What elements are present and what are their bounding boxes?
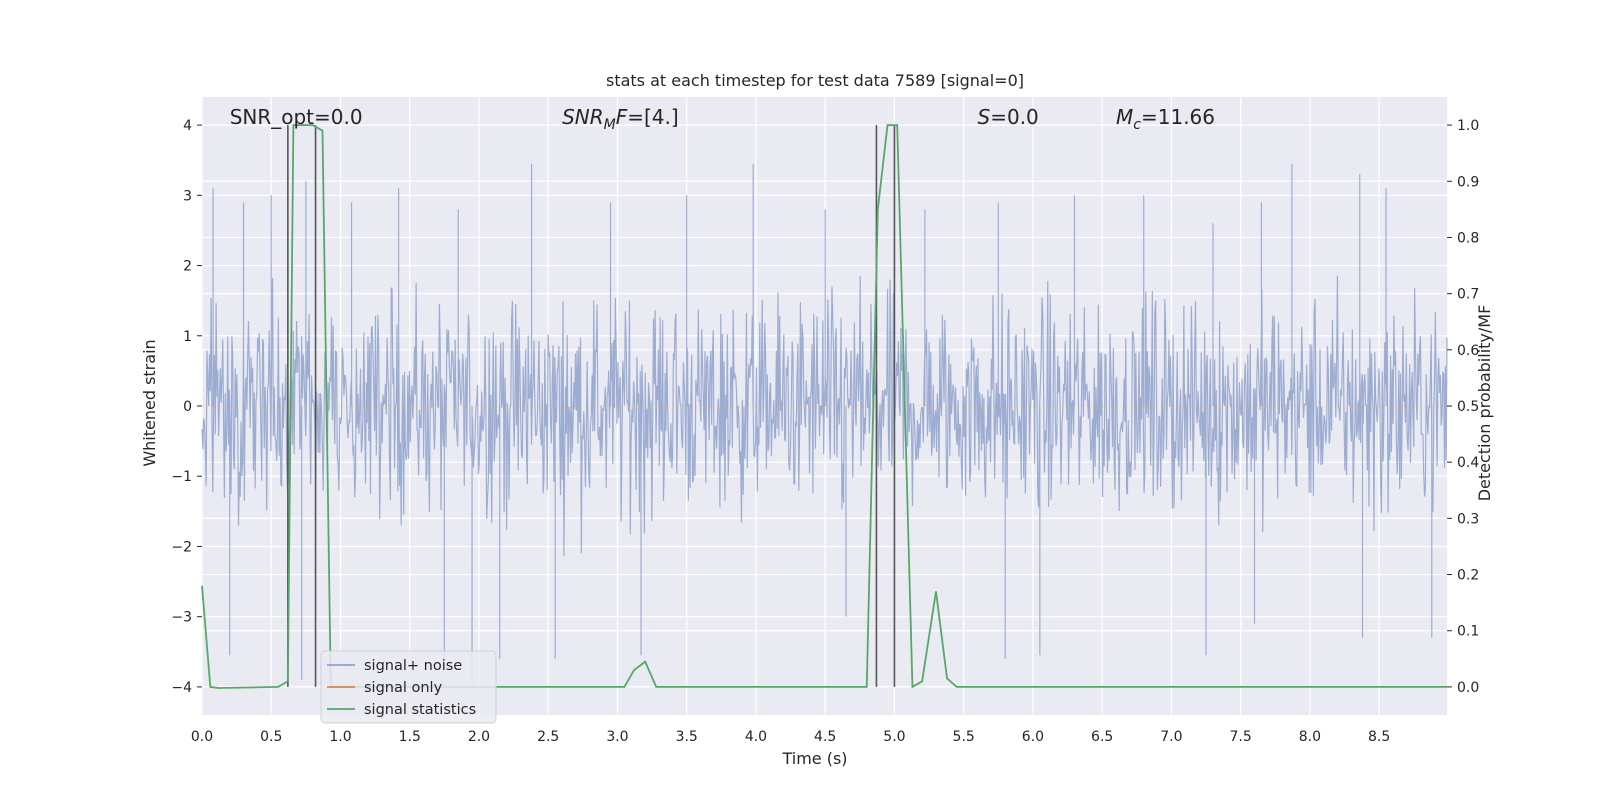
x-tick-label: 3.0 (606, 729, 628, 745)
y2-tick-label: 0.3 (1457, 511, 1479, 527)
series-line-signal-noise (201, 163, 1448, 687)
y2-tick-label: 0.6 (1457, 343, 1479, 359)
annotation-text: Mc=11.66 (1116, 105, 1215, 133)
x-tick-label: 0.0 (191, 729, 213, 745)
x-tick-label: 8.5 (1368, 729, 1390, 745)
x-tick-label: 0.5 (260, 729, 282, 745)
annotation-text: S=0.0 (978, 105, 1039, 129)
x-tick-label: 5.0 (883, 729, 905, 745)
x-tick-label: 6.0 (1022, 729, 1044, 745)
x-tick-label: 2.0 (468, 729, 490, 745)
x-tick-label: 6.5 (1091, 729, 1113, 745)
legend-box (320, 650, 497, 724)
x-tick-label: 1.0 (329, 729, 351, 745)
x-tick-label: 7.0 (1160, 729, 1182, 745)
x-tick-label: 7.5 (1230, 729, 1252, 745)
x-tick-label: 2.5 (537, 729, 559, 745)
plot-area: 0.0 0.5 1.0 1.5 2.0 2.5 3.0 3.5 4.0 4.5 5.0 5.5 6.0 6… (171, 97, 1479, 745)
y2-tick-label: 0.9 (1457, 174, 1479, 190)
y2-tick-label: 0.7 (1457, 287, 1479, 303)
annotation-text: SNRMF=[4.] (562, 105, 679, 133)
y2-axis-label: Detection probability/MF (1475, 305, 1494, 502)
legend-label: signal only (364, 680, 443, 696)
y2-tick-label: 0.5 (1457, 399, 1479, 415)
annotation-text: SNR_opt=0.0 (230, 105, 363, 129)
y2-tick-label: 0.2 (1457, 568, 1479, 584)
x-tick-label: 4.0 (745, 729, 767, 745)
y2-tick-label: 0.0 (1457, 680, 1479, 696)
x-tick-label: 1.5 (399, 729, 421, 745)
y-tick-label: −1 (171, 469, 192, 485)
y2-tick-label: 0.4 (1457, 455, 1479, 471)
y-tick-label: 3 (183, 188, 192, 204)
x-axis-label: Time (s) (781, 749, 847, 768)
x-tick-label: 4.5 (814, 729, 836, 745)
legend-label: signal statistics (364, 702, 476, 718)
series-line-signal-statistics (201, 124, 1447, 689)
y-axis-label: Whitened strain (140, 339, 159, 466)
chart-title: stats at each timestep for test data 758… (606, 71, 1024, 90)
legend-label: signal+ noise (364, 658, 462, 674)
y-tick-label: 0 (183, 399, 192, 415)
y2-tick-label: 0.1 (1457, 624, 1479, 640)
y-tick-label: −3 (171, 610, 192, 626)
y-tick-label: 2 (183, 259, 192, 275)
y-tick-label: −2 (171, 539, 192, 555)
x-tick-label: 5.5 (953, 729, 975, 745)
y-tick-label: 1 (183, 329, 192, 345)
y2-tick-label: 0.8 (1457, 230, 1479, 246)
y2-tick-label: 1.0 (1457, 118, 1479, 134)
x-tick-label: 3.5 (676, 729, 698, 745)
y-tick-label: 4 (183, 118, 192, 134)
x-tick-label: 8.0 (1299, 729, 1321, 745)
y-tick-label: −4 (171, 680, 192, 696)
